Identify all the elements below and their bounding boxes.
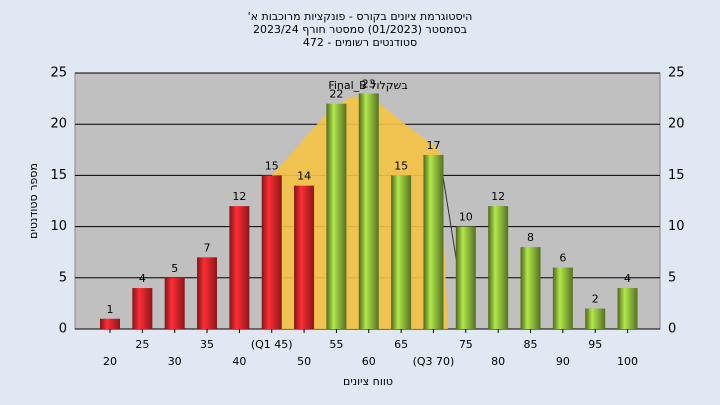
value-label: 2 <box>592 293 599 306</box>
y-tick-label: 5 <box>59 270 67 285</box>
bar <box>358 93 379 329</box>
bar <box>455 226 476 329</box>
value-label: 10 <box>459 211 473 224</box>
chart-subtitle: בסמסטר (01/2023) סמסטר חורף 2023/24 <box>253 23 467 36</box>
x-tick-label: 80 <box>491 355 505 368</box>
value-label: 7 <box>204 241 211 254</box>
value-label: 6 <box>559 252 566 265</box>
annotation: בשקלול Final_B <box>328 79 407 92</box>
y2-tick-label: 15 <box>668 168 685 183</box>
y2-tick-label: 5 <box>668 270 676 285</box>
bar <box>488 206 509 329</box>
x-tick-label: 90 <box>556 355 570 368</box>
x-tick-label: 20 <box>103 355 117 368</box>
bar <box>197 257 218 329</box>
bar <box>520 247 541 329</box>
value-label: 4 <box>139 272 146 285</box>
chart-subtitle: סטודנטים רשומים - 472 <box>303 36 417 49</box>
x-tick-label: (Q1 45) <box>251 338 293 351</box>
x-tick-label: 30 <box>168 355 182 368</box>
value-label: 22 <box>329 88 343 101</box>
value-label: 14 <box>297 170 311 183</box>
bar <box>100 318 120 329</box>
value-label: 1 <box>107 303 114 316</box>
x-tick-label: 65 <box>394 338 408 351</box>
bar <box>423 154 444 329</box>
y-tick-label: 0 <box>59 322 67 337</box>
value-label: 15 <box>394 159 408 172</box>
value-label: 4 <box>624 272 631 285</box>
bar <box>294 185 315 329</box>
y-axis-label: מספר סטודנטים <box>27 163 40 239</box>
bar <box>391 175 412 329</box>
x-tick-label: 35 <box>200 338 214 351</box>
x-tick-label: 85 <box>524 338 538 351</box>
bar <box>585 308 606 329</box>
y-tick-label: 10 <box>50 219 67 234</box>
y2-tick-label: 0 <box>668 322 676 337</box>
x-tick-label: 60 <box>362 355 376 368</box>
bar <box>617 288 638 329</box>
x-tick-label: 25 <box>135 338 149 351</box>
bar <box>164 277 185 329</box>
value-label: 5 <box>171 262 178 275</box>
y2-tick-label: 20 <box>668 117 685 132</box>
x-tick-label: 55 <box>329 338 343 351</box>
chart-title: היסטוגרמת ציונים בקורס - פונקציות מרוכבו… <box>248 10 473 23</box>
x-tick-label: 40 <box>232 355 246 368</box>
x-tick-label: 50 <box>297 355 311 368</box>
bar <box>326 103 347 329</box>
bar <box>552 267 573 329</box>
x-tick-label: 75 <box>459 338 473 351</box>
value-label: 17 <box>426 139 440 152</box>
y2-tick-label: 10 <box>668 219 685 234</box>
y2-tick-label: 25 <box>668 66 685 81</box>
y-tick-label: 20 <box>50 117 67 132</box>
y-tick-label: 25 <box>50 66 67 81</box>
x-tick-label: (Q3 70) <box>413 355 455 368</box>
x-axis-label: טווח ציונים <box>343 375 393 388</box>
value-label: 8 <box>527 231 534 244</box>
value-label: 23 <box>362 77 376 90</box>
bar <box>132 288 153 329</box>
x-tick-label: 100 <box>617 355 638 368</box>
bar <box>261 175 282 329</box>
bar <box>229 206 250 329</box>
value-label: 12 <box>232 190 246 203</box>
x-tick-label: 95 <box>588 338 602 351</box>
y-tick-label: 15 <box>50 168 67 183</box>
value-label: 15 <box>265 159 279 172</box>
value-label: 12 <box>491 190 505 203</box>
